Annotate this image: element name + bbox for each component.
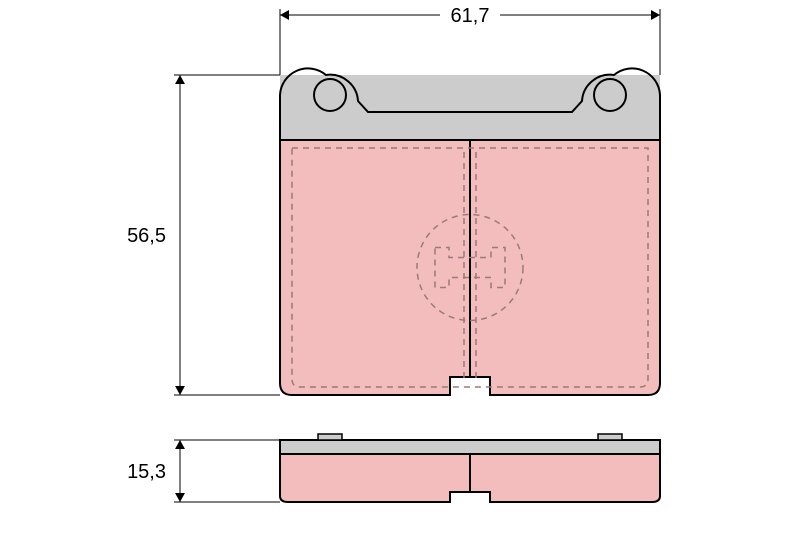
dim-height-label: 56,5 (127, 225, 166, 247)
backplate-side (280, 440, 660, 454)
dim-thickness-label: 15,3 (127, 461, 166, 483)
dim-width-label: 61,7 (451, 5, 490, 27)
